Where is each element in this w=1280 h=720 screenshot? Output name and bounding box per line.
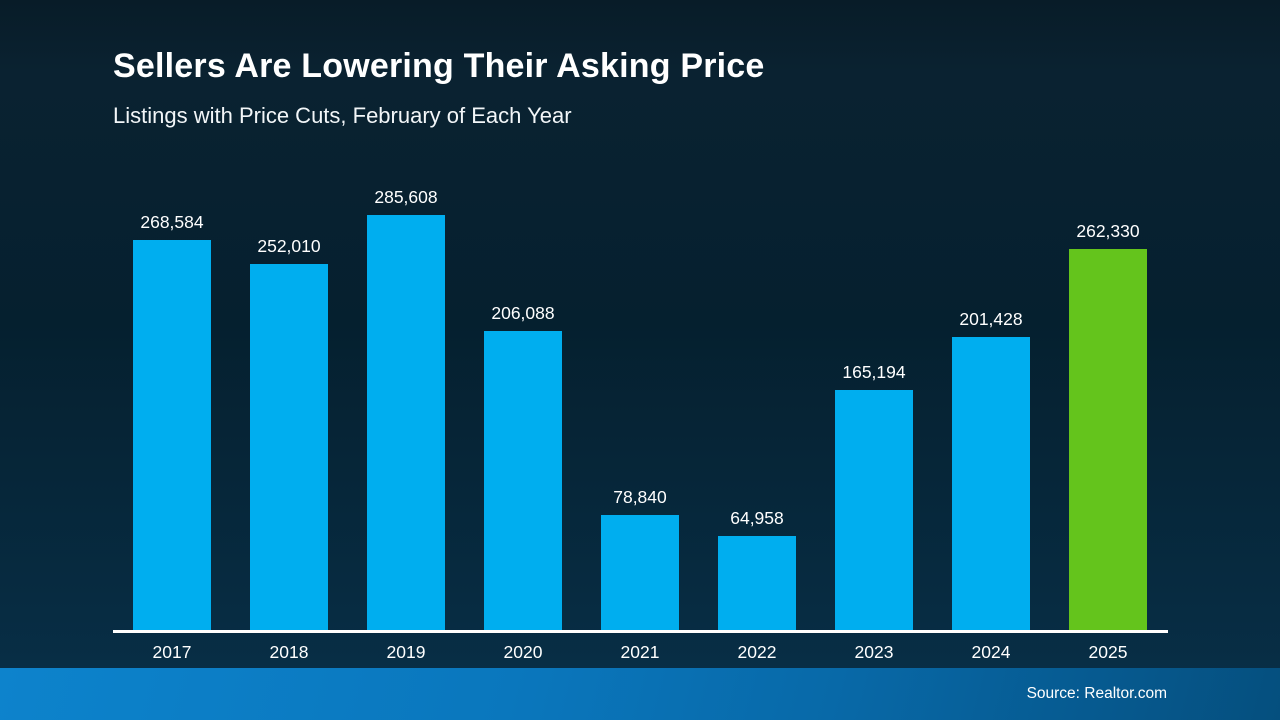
bar-value-label-2024: 201,428	[959, 309, 1023, 329]
bar-2018	[250, 264, 328, 630]
bar-value-label-2017: 268,584	[140, 212, 204, 232]
x-axis-tick-2020: 2020	[503, 642, 543, 662]
bars-row: 268,584 252,010 285,608 206,088 78,840 64,958…	[133, 166, 1147, 630]
chart-header: Sellers Are Lowering Their Asking Price …	[113, 47, 765, 129]
bar-2017	[133, 240, 211, 630]
bar-group-2018: 252,010	[250, 236, 328, 630]
bar-2021	[601, 515, 679, 630]
chart-subtitle: Listings with Price Cuts, February of Ea…	[113, 103, 572, 129]
x-axis-tick-2022: 2022	[737, 642, 777, 662]
x-axis-line	[113, 630, 1168, 633]
bar-2020	[484, 331, 562, 630]
bar-group-2023: 165,194	[835, 362, 913, 630]
x-axis-tick-2025: 2025	[1088, 642, 1128, 662]
bar-2019	[367, 215, 445, 630]
bar-value-label-2019: 285,608	[374, 187, 438, 207]
bar-group-2022: 64,958	[718, 508, 796, 630]
x-axis-tick-2019: 2019	[386, 642, 426, 662]
x-axis-tick-2023: 2023	[854, 642, 894, 662]
bar-group-2025: 262,330	[1069, 221, 1147, 630]
bar-2024	[952, 337, 1030, 630]
bar-2025	[1069, 249, 1147, 630]
bar-value-label-2020: 206,088	[491, 303, 555, 323]
plot-area: 268,584 252,010 285,608 206,088 78,840 64,958…	[113, 166, 1168, 630]
x-axis-tick-2024: 2024	[971, 642, 1011, 662]
bar-value-label-2025: 262,330	[1076, 221, 1140, 241]
bar-group-2024: 201,428	[952, 309, 1030, 630]
x-axis-tick-2021: 2021	[620, 642, 660, 662]
x-axis-labels: 2017 2018 2019 2020 2021 2022 2023 2024 2025	[133, 642, 1147, 663]
bar-value-label-2021: 78,840	[613, 487, 667, 507]
x-axis-tick-2017: 2017	[152, 642, 192, 662]
bar-value-label-2022: 64,958	[730, 508, 784, 528]
bar-group-2021: 78,840	[601, 487, 679, 630]
bar-chart: 268,584 252,010 285,608 206,088 78,840 64,958…	[113, 166, 1168, 663]
x-axis-tick-2018: 2018	[269, 642, 309, 662]
bar-group-2019: 285,608	[367, 187, 445, 630]
bar-value-label-2018: 252,010	[257, 236, 321, 256]
bar-2023	[835, 390, 913, 630]
bar-group-2017: 268,584	[133, 212, 211, 630]
bar-group-2020: 206,088	[484, 303, 562, 630]
chart-title: Sellers Are Lowering Their Asking Price	[113, 47, 765, 85]
bar-value-label-2023: 165,194	[842, 362, 906, 382]
source-attribution: Source: Realtor.com	[1026, 685, 1167, 702]
bar-2022	[718, 536, 796, 630]
footer-band: Source: Realtor.com	[0, 668, 1280, 720]
